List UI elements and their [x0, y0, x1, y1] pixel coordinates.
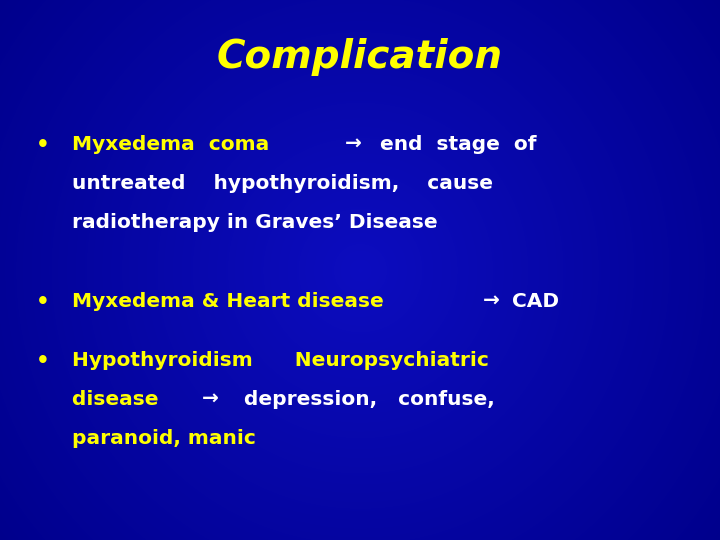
- Text: •: •: [36, 351, 50, 371]
- Text: →: →: [202, 390, 219, 409]
- Text: Myxedema  coma: Myxedema coma: [72, 135, 283, 154]
- Text: •: •: [36, 292, 50, 312]
- Text: →: →: [345, 135, 361, 154]
- Text: Hypothyroidism      Neuropsychiatric: Hypothyroidism Neuropsychiatric: [72, 351, 489, 370]
- Text: end  stage  of: end stage of: [366, 135, 537, 154]
- Text: CAD: CAD: [505, 292, 559, 310]
- Text: Complication: Complication: [217, 38, 503, 76]
- Text: depression,   confuse,: depression, confuse,: [223, 390, 495, 409]
- Text: disease: disease: [72, 390, 173, 409]
- Text: untreated    hypothyroidism,    cause: untreated hypothyroidism, cause: [72, 174, 493, 193]
- Text: radiotherapy in Graves’ Disease: radiotherapy in Graves’ Disease: [72, 213, 438, 232]
- Text: •: •: [36, 135, 50, 155]
- Text: paranoid, manic: paranoid, manic: [72, 429, 256, 448]
- Text: →: →: [483, 292, 500, 310]
- Text: Myxedema & Heart disease: Myxedema & Heart disease: [72, 292, 391, 310]
